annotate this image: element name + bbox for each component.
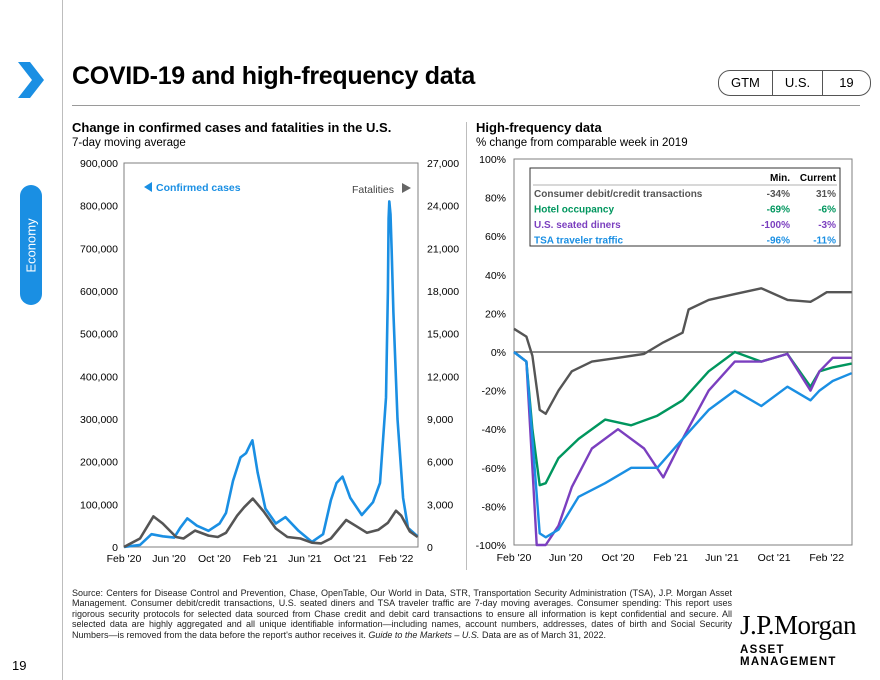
y-left-tick-label: 0 xyxy=(112,542,118,554)
left-chart-title: Change in confirmed cases and fatalities… xyxy=(72,120,392,135)
sidebar-divider xyxy=(62,0,63,680)
x-tick-label: Feb '22 xyxy=(379,553,414,565)
x-tick-label: Jun '21 xyxy=(705,552,739,564)
badge-page: 19 xyxy=(839,75,854,90)
y-left-tick-label: 400,000 xyxy=(80,371,118,383)
y-tick-label: 60% xyxy=(485,231,506,243)
hotel-occupancy-line xyxy=(513,350,852,487)
y-left-tick-label: 600,000 xyxy=(80,286,118,298)
y-tick-label: 0% xyxy=(491,347,506,359)
y-tick-label: -100% xyxy=(476,540,506,552)
y-right-tick-label: 9,000 xyxy=(427,414,453,426)
table-header-min: Min. xyxy=(770,173,790,184)
consumer-spending-line xyxy=(513,287,852,415)
table-row-label: TSA traveler traffic xyxy=(534,236,624,247)
y-left-tick-label: 700,000 xyxy=(80,243,118,255)
page-number: 19 xyxy=(12,658,27,673)
annotation-confirmed-cases: Confirmed cases xyxy=(156,182,241,194)
y-left-tick-label: 800,000 xyxy=(80,201,118,213)
cases-fatalities-chart: 900,000 800,000 700,000 600,000 500,000 400,0… xyxy=(80,158,459,565)
arrow-right-icon xyxy=(402,183,411,193)
high-frequency-chart: 100%80%60%40%20%0%-20%-40%-60%-80%-100%F… xyxy=(476,154,853,564)
right-chart-subtitle: % change from comparable week in 2019 xyxy=(476,137,688,149)
x-tick-label: Jun '21 xyxy=(288,553,322,565)
y-right-tick-label: 18,000 xyxy=(427,286,459,298)
legend-table xyxy=(529,167,841,247)
y-left-tick-label: 300,000 xyxy=(80,414,118,426)
source-footnote: Source: Centers for Disease Control and … xyxy=(72,588,732,640)
logo-wordmark: J.P.Morgan xyxy=(740,610,857,640)
x-tick-label: Jun '20 xyxy=(549,552,583,564)
y-tick-label: 40% xyxy=(485,270,506,282)
y-right-tick-label: 21,000 xyxy=(427,243,459,255)
fatalities-line xyxy=(123,497,419,549)
x-tick-label: Jun '20 xyxy=(152,553,186,565)
x-tick-label: Oct '21 xyxy=(758,552,791,564)
title-rule xyxy=(72,105,860,106)
y-right-tick-label: 6,000 xyxy=(427,457,453,469)
badge-region: U.S. xyxy=(773,71,824,95)
table-row: Hotel occupancy -69% -6% xyxy=(534,205,836,216)
y-tick-label: 80% xyxy=(485,193,506,205)
section-tab xyxy=(20,185,42,305)
arrow-left-icon xyxy=(144,182,152,192)
y-left-tick-label: 900,000 xyxy=(80,158,118,170)
table-row-current: 31% xyxy=(816,189,836,200)
y-left-tick-label: 200,000 xyxy=(80,457,118,469)
table-row-min: -100% xyxy=(761,220,790,231)
gtm-badge: GTM U.S. 19 xyxy=(718,70,871,96)
table-row-label: Hotel occupancy xyxy=(534,205,614,216)
chevron-right-icon xyxy=(18,62,44,98)
x-tick-label: Feb '20 xyxy=(107,553,142,565)
y-tick-label: -20% xyxy=(481,386,506,398)
y-right-tick-label: 15,000 xyxy=(427,329,459,341)
badge-gtm: GTM xyxy=(719,71,773,95)
y-right-tick-label: 12,000 xyxy=(427,371,459,383)
plot-frame xyxy=(123,162,419,548)
x-tick-label: Feb '20 xyxy=(497,552,532,564)
right-chart-title: High-frequency data xyxy=(476,120,602,135)
table-row: TSA traveler traffic -96% -11% xyxy=(534,236,836,247)
y-right-tick-label: 24,000 xyxy=(427,201,459,213)
table-row: Consumer debit/credit transactions -34% 31… xyxy=(534,189,836,200)
y-right-tick-label: 0 xyxy=(427,542,433,554)
seated-diners-line xyxy=(513,351,852,547)
x-tick-label: Oct '21 xyxy=(334,553,367,565)
table-row-current: -11% xyxy=(813,236,836,247)
table-row-min: -69% xyxy=(767,205,790,216)
x-tick-label: Feb '22 xyxy=(809,552,844,564)
annotation-fatalities: Fatalities xyxy=(352,184,394,196)
y-tick-label: -60% xyxy=(481,463,506,475)
x-tick-label: Oct '20 xyxy=(601,552,634,564)
page-title: COVID-19 and high-frequency data xyxy=(72,62,475,90)
table-row-current: -6% xyxy=(818,205,836,216)
logo-subtitle: ASSET MANAGEMENT xyxy=(740,644,837,668)
table-row-min: -34% xyxy=(767,189,790,200)
table-row: U.S. seated diners -100% -3% xyxy=(534,220,836,231)
chart-divider xyxy=(466,122,467,570)
table-row-current: -3% xyxy=(818,220,836,231)
x-tick-label: Oct '20 xyxy=(198,553,231,565)
y-left-tick-label: 100,000 xyxy=(80,499,118,511)
y-tick-label: -80% xyxy=(481,501,506,513)
table-row-label: Consumer debit/credit transactions xyxy=(534,189,703,200)
y-left-tick-label: 500,000 xyxy=(80,329,118,341)
y-right-tick-label: 27,000 xyxy=(427,158,459,170)
x-tick-label: Feb '21 xyxy=(243,553,278,565)
y-tick-label: 20% xyxy=(485,308,506,320)
table-header-current: Current xyxy=(800,173,837,184)
tsa-traffic-line xyxy=(513,351,853,539)
y-tick-label: 100% xyxy=(479,154,506,166)
x-tick-label: Feb '21 xyxy=(653,552,688,564)
jpmorgan-logo: J.P.Morgan ASSET MANAGEMENT xyxy=(740,610,860,668)
y-right-tick-label: 3,000 xyxy=(427,499,453,511)
table-row-label: U.S. seated diners xyxy=(534,220,621,231)
footnote-guide-title: Guide to the Markets – U.S. xyxy=(368,629,480,640)
confirmed-cases-line xyxy=(123,200,419,549)
table-row-min: -96% xyxy=(767,236,790,247)
y-tick-label: -40% xyxy=(481,424,506,436)
left-chart-subtitle: 7-day moving average xyxy=(72,137,186,149)
